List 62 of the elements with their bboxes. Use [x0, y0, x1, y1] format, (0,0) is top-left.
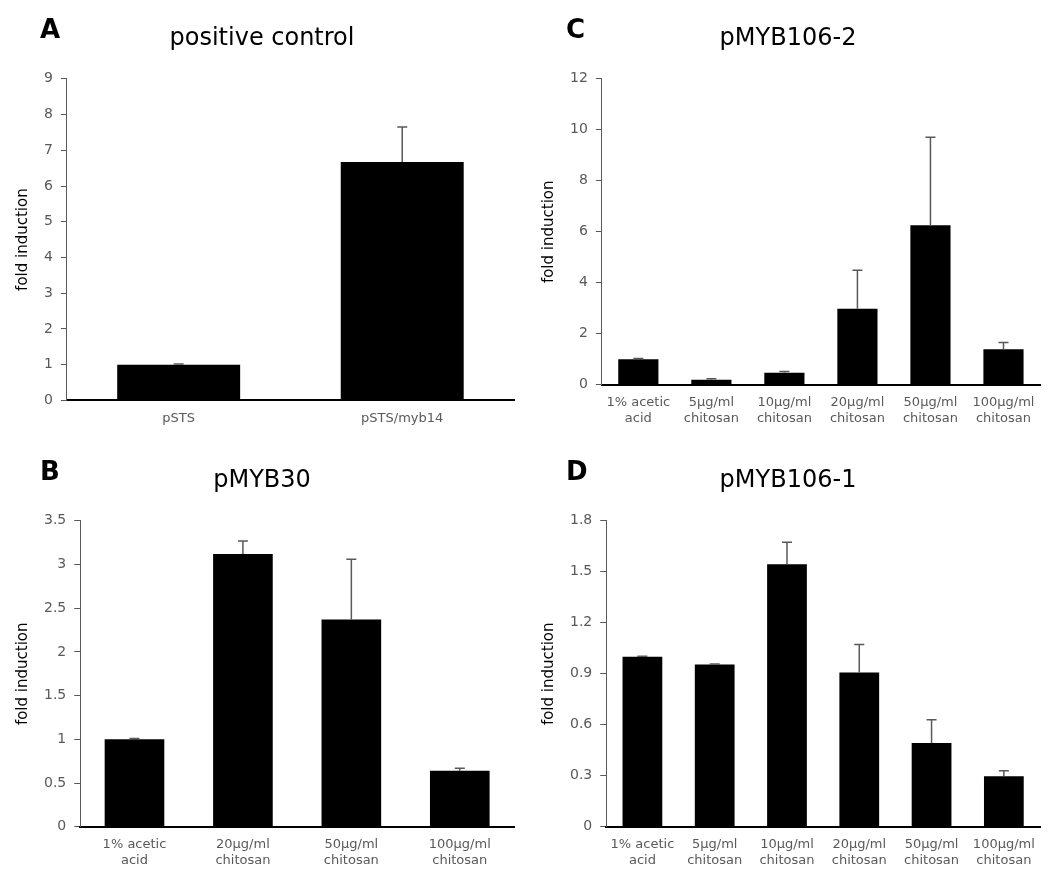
y-tick-label: 1 [43, 355, 53, 372]
y-tick-label: 1.5 [570, 562, 593, 579]
chart-title: pMYB106-1 [719, 464, 857, 493]
x-tick-label: pSTS [162, 409, 196, 425]
x-tick-label: 50µg/ml chitosan [323, 835, 379, 867]
y-tick-label: 2 [43, 319, 53, 336]
y-tick-label: 4 [578, 273, 588, 290]
text: A [40, 13, 61, 44]
y-tick-label: 1.8 [570, 511, 593, 528]
x-tick-label: pSTS/myb14 [361, 409, 444, 425]
y-tick-label: 6 [578, 222, 588, 239]
y-tick-label: 0 [583, 817, 593, 834]
y-tick-label: 2 [57, 642, 67, 659]
x-tick-label: 100µg/ml chitosan [428, 835, 491, 867]
y-tick-label: 0.9 [570, 664, 593, 681]
y-axis-title: fold induction [12, 188, 31, 291]
y-axis-title: fold induction [12, 622, 31, 726]
text: B [40, 455, 60, 486]
text: D [566, 455, 588, 486]
x-tick-label: 20µg/ml chitosan [829, 393, 885, 425]
y-tick-label: 1 [57, 730, 67, 747]
y-tick-label: 12 [569, 69, 588, 86]
x-tick-label: 5µg/ml chitosan [687, 835, 743, 867]
y-tick-label: 3.5 [44, 511, 67, 528]
y-tick-label: 8 [43, 105, 53, 122]
y-tick-label: 8 [578, 171, 588, 188]
y-tick-label: 0.3 [570, 766, 593, 783]
y-axis-title: fold induction [538, 622, 557, 726]
y-tick-label: 0 [43, 391, 53, 408]
x-tick-label: 5µg/ml chitosan [683, 393, 739, 425]
x-tick-label: 10µg/ml chitosan [756, 393, 812, 425]
y-tick-label: 3 [43, 283, 53, 300]
y-axis-title: fold induction [538, 180, 557, 284]
y-tick-label: 0 [578, 375, 588, 392]
x-tick-label: 50µg/ml chitosan [904, 835, 960, 867]
y-tick-label: 0.5 [44, 773, 67, 790]
x-tick-label: 10µg/ml chitosan [759, 835, 815, 867]
x-tick-label: 20µg/ml chitosan [215, 835, 271, 867]
y-tick-label: 1.5 [44, 686, 67, 703]
y-tick-label: 10 [569, 120, 588, 137]
y-tick-label: 7 [43, 140, 53, 157]
y-tick-label: 5 [43, 212, 53, 229]
chart-title: pMYB106-2 [719, 22, 857, 51]
x-tick-label: 20µg/ml chitosan [831, 835, 887, 867]
x-tick-label: 50µg/ml chitosan [902, 393, 958, 425]
x-tick-label: 1% acetic acid [610, 835, 675, 867]
x-tick-label: 1% acetic acid [606, 393, 671, 425]
y-tick-label: 9 [43, 69, 53, 86]
x-tick-label: 100µg/ml chitosan [972, 393, 1035, 425]
x-tick-label: 1% acetic acid [102, 835, 167, 867]
y-tick-label: 4 [43, 248, 53, 265]
x-tick-label: 100µg/ml chitosan [972, 835, 1035, 867]
y-tick-label: 0 [57, 817, 67, 834]
y-tick-label: 2 [578, 324, 588, 341]
y-tick-label: 1.2 [570, 613, 593, 630]
y-tick-label: 0.6 [570, 715, 593, 732]
y-tick-label: 3 [57, 555, 67, 572]
y-tick-label: 2.5 [44, 598, 67, 615]
chart-title: positive control [169, 22, 355, 51]
chart-title: pMYB30 [213, 464, 311, 493]
y-tick-label: 6 [43, 176, 53, 193]
text: C [566, 13, 586, 44]
